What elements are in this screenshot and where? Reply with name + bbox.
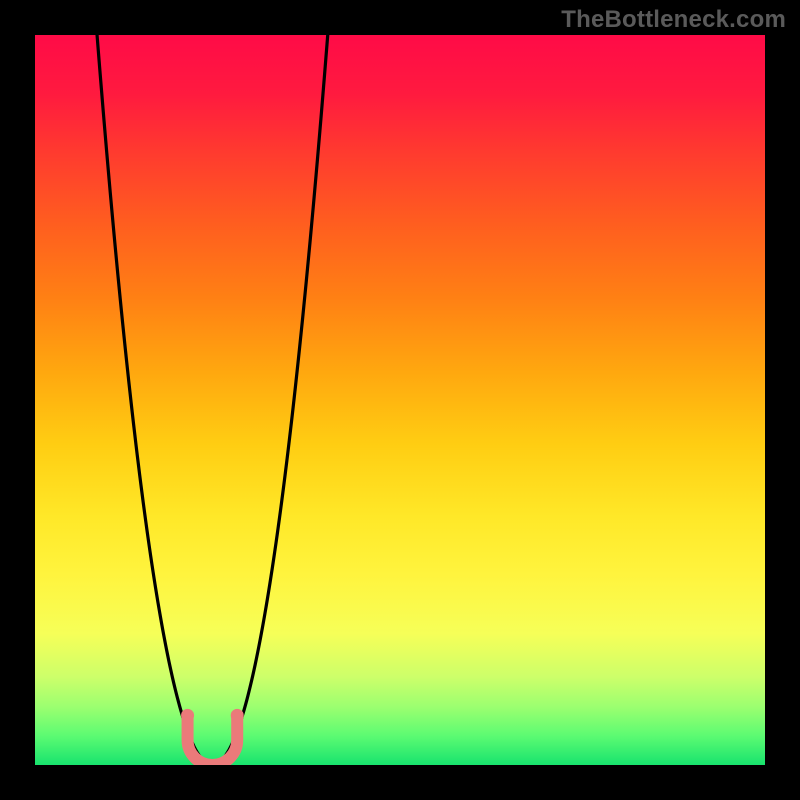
valley-marker-cap: [231, 709, 244, 722]
valley-marker-cap: [181, 709, 194, 722]
outer-frame: [0, 0, 800, 800]
watermark-text: TheBottleneck.com: [561, 6, 786, 34]
valley-marker: [188, 715, 238, 765]
bottleneck-curve: [35, 35, 765, 765]
plot-area: [35, 35, 765, 765]
bottleneck-curve-path: [35, 35, 765, 765]
